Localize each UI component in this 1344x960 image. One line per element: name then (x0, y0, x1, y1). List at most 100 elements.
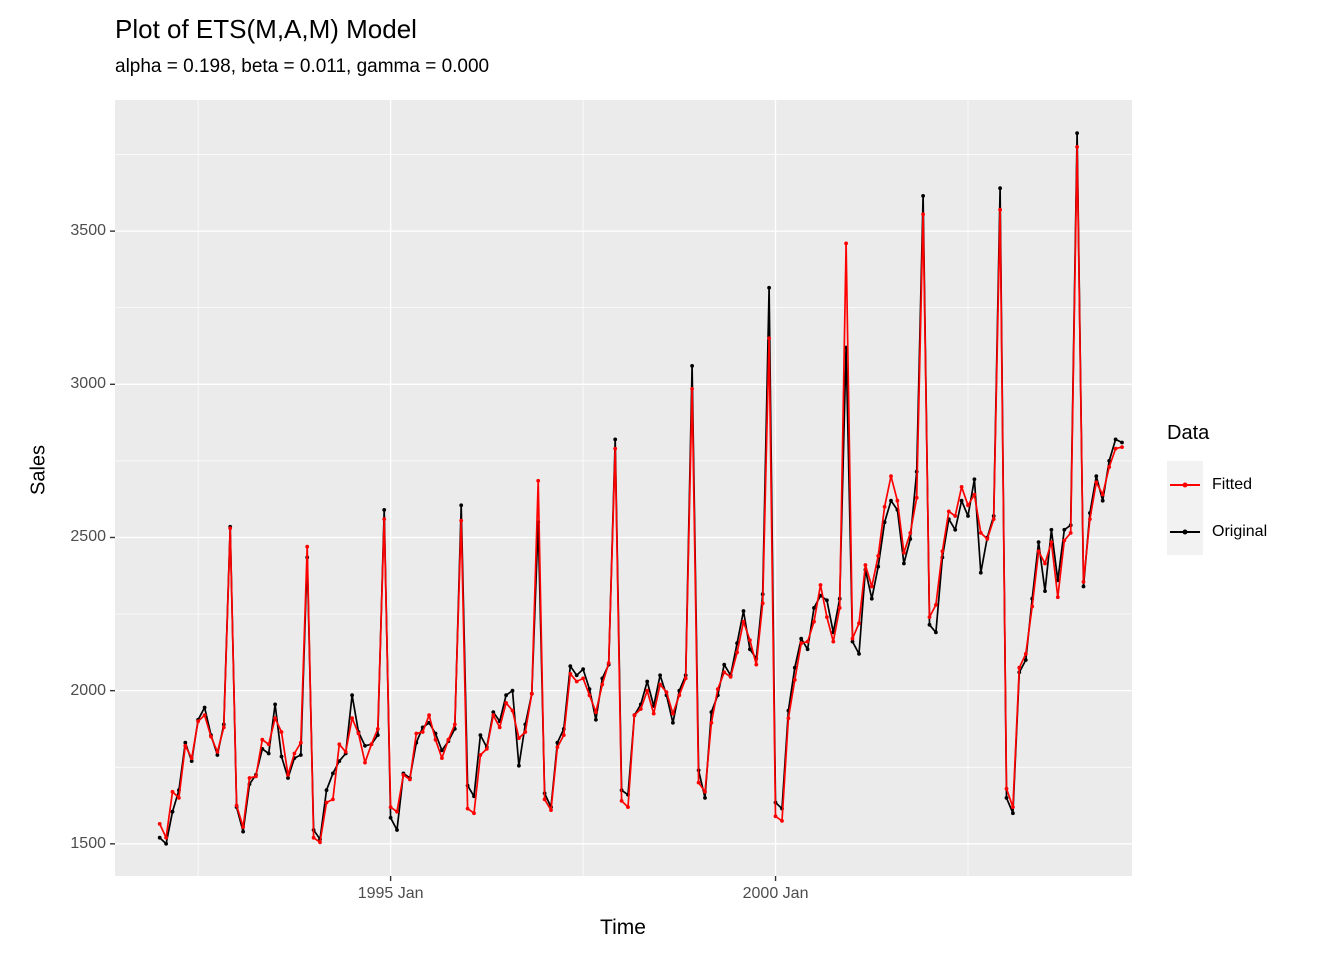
data-point-fitted (1055, 595, 1060, 600)
data-point-fitted (279, 730, 284, 734)
data-point-fitted (799, 641, 804, 646)
data-point-original (966, 514, 970, 518)
data-point-fitted (286, 773, 290, 777)
y-tick-label: 2000 (70, 681, 106, 699)
data-point-original (581, 667, 585, 672)
data-point-fitted (831, 639, 836, 644)
data-point-fitted (735, 650, 739, 655)
data-point-fitted (709, 720, 714, 725)
data-point-fitted (343, 750, 348, 754)
data-point-fitted (305, 544, 310, 549)
data-point-original (1081, 584, 1086, 589)
data-point-original (658, 673, 662, 678)
data-point-original (690, 364, 694, 368)
data-point-original (825, 598, 829, 603)
x-axis-title: Time (600, 916, 646, 939)
data-point-original (1004, 796, 1009, 800)
data-point-original (273, 702, 277, 707)
data-point-original (613, 437, 618, 442)
legend-label-fitted: Fitted (1212, 475, 1253, 493)
data-point-fitted (484, 747, 489, 751)
data-point-original (478, 733, 483, 737)
data-point-original (241, 829, 246, 834)
data-point-fitted (234, 803, 239, 808)
data-point-original (202, 705, 207, 710)
data-point-original (189, 759, 194, 763)
data-point-original (972, 477, 977, 482)
data-point-fitted (1088, 517, 1092, 521)
data-point-original (1011, 811, 1015, 816)
data-point-fitted (966, 503, 970, 508)
data-point-fitted (215, 750, 220, 754)
data-point-fitted (1100, 492, 1105, 497)
data-point-fitted (902, 550, 906, 555)
fitted-key-icon (1167, 461, 1203, 508)
data-point-original (504, 693, 508, 698)
data-point-fitted (985, 537, 990, 541)
data-point-fitted (1094, 480, 1099, 485)
data-point-fitted (741, 619, 746, 624)
data-point-original (882, 520, 887, 525)
data-point-fitted (959, 485, 964, 489)
original-point-icon (1182, 529, 1188, 534)
data-point-original (709, 710, 714, 714)
data-point-original (170, 809, 175, 814)
data-point-fitted (209, 734, 213, 739)
data-point-original (215, 753, 220, 757)
data-point-fitted (401, 773, 406, 777)
data-point-fitted (863, 563, 868, 567)
data-point-fitted (510, 708, 515, 713)
data-point-fitted (350, 716, 354, 721)
data-point-fitted (953, 514, 958, 518)
data-point-fitted (805, 639, 810, 644)
data-point-original (934, 630, 938, 635)
data-point-fitted (780, 819, 784, 823)
data-point-fitted (337, 742, 342, 747)
data-point-fitted (1113, 446, 1118, 451)
data-point-fitted (658, 682, 662, 687)
data-point-original (382, 508, 387, 512)
data-point-fitted (722, 670, 727, 675)
x-tick-label: 2000 Jan (742, 885, 809, 902)
data-point-fitted (183, 743, 188, 748)
data-point-original (510, 688, 515, 693)
data-point-fitted (850, 636, 855, 641)
data-point-fitted (311, 835, 316, 840)
data-point-original (157, 835, 162, 840)
data-point-fitted (972, 492, 977, 497)
data-point-original (491, 710, 496, 714)
data-point-fitted (549, 808, 553, 812)
data-point-original (850, 639, 855, 644)
data-point-fitted (497, 725, 502, 730)
data-point-fitted (671, 711, 675, 716)
data-point-original (703, 796, 707, 800)
data-point-fitted (940, 549, 945, 554)
data-point-original (767, 285, 771, 290)
data-point-fitted (908, 531, 913, 535)
data-point-fitted (433, 737, 438, 742)
data-point-original (1120, 440, 1124, 445)
data-point-fitted (1068, 531, 1073, 535)
data-point-fitted (876, 554, 881, 558)
data-point-original (164, 841, 169, 846)
data-point-fitted (1081, 580, 1086, 584)
data-point-fitted (991, 517, 996, 521)
data-point-fitted (1036, 549, 1041, 554)
data-point-fitted (472, 811, 476, 816)
data-point-fitted (420, 730, 425, 734)
data-point-fitted (266, 742, 271, 747)
data-point-fitted (754, 662, 759, 667)
data-point-fitted (978, 531, 983, 535)
data-point-fitted (818, 583, 823, 587)
data-point-fitted (164, 835, 169, 840)
data-point-fitted (170, 789, 175, 794)
data-point-original (568, 664, 573, 668)
legend-entry-original: Original (1167, 508, 1267, 555)
data-point-fitted (1049, 540, 1054, 544)
y-tick-label: 1500 (70, 834, 106, 852)
data-point-fitted (517, 736, 521, 740)
data-point-fitted (1017, 665, 1022, 670)
data-point-fitted (934, 603, 938, 607)
data-point-fitted (440, 756, 444, 760)
data-point-fitted (882, 504, 887, 509)
